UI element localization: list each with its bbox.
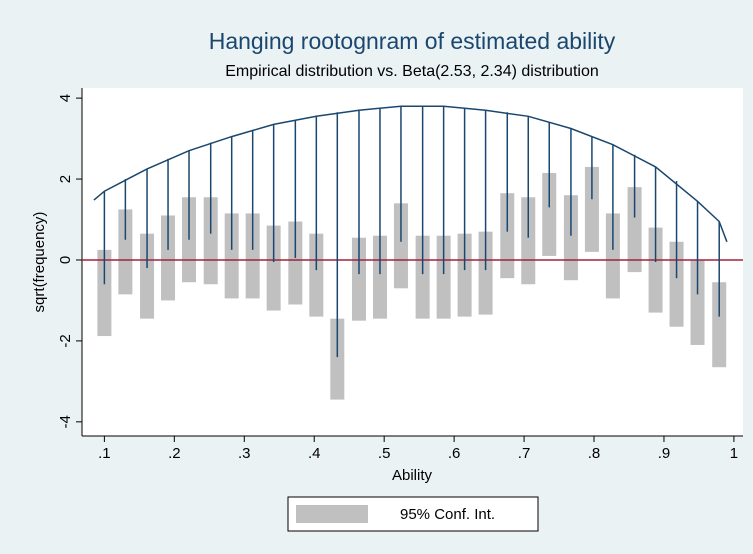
x-axis-label: Ability: [392, 467, 433, 484]
ci-box: [203, 197, 218, 285]
y-tick-label: 0: [57, 256, 74, 264]
x-tick-label: .8: [588, 445, 601, 462]
ci-box: [330, 318, 345, 400]
ci-box: [436, 235, 451, 319]
ci-box: [712, 282, 727, 368]
x-tick-label: .4: [308, 445, 321, 462]
ci-box: [118, 209, 133, 295]
ci-box: [161, 215, 176, 301]
x-tick-label: 1: [730, 445, 738, 462]
ci-box: [309, 233, 324, 317]
y-axis-label: sqrt(frequency): [31, 212, 48, 313]
ci-box: [372, 235, 387, 319]
ci-box: [393, 203, 408, 289]
ci-box: [648, 227, 663, 313]
ci-box: [605, 213, 620, 299]
ci-box: [690, 259, 705, 345]
x-tick-label: .9: [658, 445, 671, 462]
x-tick-label: .6: [448, 445, 461, 462]
ci-box: [584, 166, 599, 252]
y-tick-label: -2: [57, 334, 74, 347]
x-tick-label: .2: [168, 445, 181, 462]
ci-box: [478, 231, 493, 315]
x-tick-label: .1: [98, 445, 111, 462]
ci-box: [266, 225, 281, 311]
ci-box: [140, 233, 155, 319]
chart-subtitle: Empirical distribution vs. Beta(2.53, 2.…: [225, 63, 599, 80]
x-tick-label: .3: [238, 445, 251, 462]
ci-box: [521, 197, 536, 285]
ci-box: [351, 237, 366, 321]
ci-box: [288, 221, 303, 305]
ci-box: [627, 187, 642, 273]
x-tick-label: .7: [518, 445, 531, 462]
legend-label: 95% Conf. Int.: [400, 506, 495, 523]
ci-box: [97, 249, 112, 337]
ci-box: [563, 195, 578, 281]
ci-box: [669, 241, 684, 327]
ci-box: [415, 235, 430, 319]
fitted-curve: [93, 105, 728, 243]
ci-box: [457, 233, 472, 317]
ci-box: [542, 172, 557, 256]
ci-box: [500, 193, 515, 279]
y-tick-label: 4: [57, 94, 74, 102]
ci-box: [245, 213, 260, 299]
y-tick-label: 2: [57, 175, 74, 183]
ci-box: [224, 213, 239, 299]
legend-swatch: [296, 505, 368, 523]
y-tick-label: -4: [57, 415, 74, 428]
chart-title: Hanging rootognram of estimated ability: [209, 28, 616, 54]
x-tick-label: .5: [378, 445, 391, 462]
plot-area: [82, 88, 743, 436]
